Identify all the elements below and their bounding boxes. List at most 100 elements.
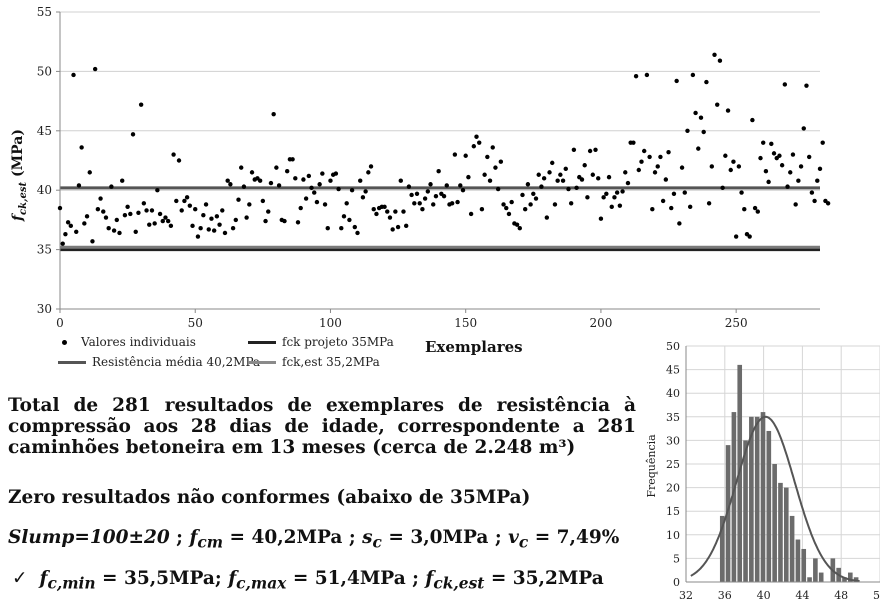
data-point	[179, 208, 184, 213]
data-point	[612, 195, 617, 200]
data-point	[295, 220, 301, 225]
data-point	[504, 205, 509, 211]
data-point	[704, 79, 709, 85]
data-point	[420, 207, 425, 212]
data-point	[517, 226, 522, 231]
fcm-subscript: cm	[197, 533, 224, 552]
x-axis-title: Exemplares	[425, 338, 523, 356]
data-point	[506, 211, 512, 217]
data-point	[755, 209, 760, 214]
data-point	[471, 144, 477, 149]
data-point	[393, 209, 398, 214]
data-point	[320, 171, 325, 176]
data-point	[658, 154, 663, 160]
histogram-y-label: Frequência	[645, 434, 658, 498]
legend-dot-marker	[62, 339, 67, 345]
data-point	[149, 208, 155, 213]
histogram-x-tick-label: 52	[873, 589, 880, 602]
data-point	[441, 193, 447, 199]
data-point	[590, 172, 596, 177]
data-point	[758, 155, 763, 161]
data-point	[479, 207, 485, 212]
checkmark-icon: ✓	[12, 568, 28, 589]
data-point	[301, 177, 306, 182]
data-point	[241, 184, 247, 189]
histogram-bar	[789, 515, 795, 582]
vc-value: = 7,49%	[528, 527, 620, 548]
fcmin-subscript: c,min	[47, 574, 96, 593]
data-point	[225, 178, 230, 183]
data-point	[309, 185, 314, 191]
data-point	[763, 168, 769, 174]
histogram-bar	[754, 416, 760, 582]
scatter-axes	[59, 12, 820, 310]
data-point	[244, 215, 249, 220]
data-point	[328, 178, 333, 183]
fcm-value: = 40,2MPa ;	[223, 527, 363, 548]
scatter-gridlines	[60, 11, 820, 310]
data-point	[339, 226, 344, 231]
data-point	[560, 178, 566, 183]
histogram-x-tick-label: 44	[795, 589, 809, 602]
data-point	[731, 159, 736, 164]
data-point	[598, 216, 604, 221]
data-point	[817, 166, 823, 172]
data-point	[109, 184, 114, 189]
histogram-bars	[719, 364, 859, 582]
data-point	[412, 201, 417, 206]
data-point	[387, 215, 393, 220]
histogram-y-tick-label: 5	[673, 552, 680, 565]
histogram-bar	[760, 412, 766, 582]
histogram-bar	[719, 515, 725, 582]
data-point	[706, 201, 712, 206]
data-point	[747, 234, 752, 239]
data-point	[260, 198, 266, 204]
data-point	[352, 224, 358, 230]
slump-value: Slump=100±20	[8, 527, 170, 548]
data-point	[633, 73, 639, 79]
data-point	[604, 191, 609, 196]
y-axis-label-f: f	[10, 212, 26, 222]
data-point	[468, 211, 474, 217]
data-point	[696, 146, 701, 151]
data-point	[341, 214, 347, 219]
data-point	[355, 230, 360, 236]
data-point	[709, 164, 715, 169]
data-point	[128, 211, 133, 217]
data-point	[236, 197, 241, 202]
data-point	[403, 223, 409, 229]
data-point	[239, 165, 244, 170]
histogram-bar	[842, 577, 847, 582]
histogram-axes	[685, 346, 880, 583]
data-point	[92, 66, 98, 72]
data-point	[539, 184, 544, 189]
data-point	[333, 171, 339, 176]
data-point	[247, 202, 252, 207]
histogram-bar	[795, 539, 801, 582]
data-point	[111, 228, 117, 233]
vc-subscript: c	[518, 533, 529, 552]
data-point	[601, 195, 606, 200]
data-point	[74, 229, 79, 234]
data-point	[712, 52, 717, 57]
x-tick-label: 150	[454, 316, 477, 330]
legend-item-individual: Valores individuais	[58, 335, 196, 349]
data-point	[449, 201, 455, 206]
data-point	[103, 215, 109, 220]
sc-value: = 3,0MPa ;	[381, 527, 509, 548]
data-point	[298, 205, 303, 211]
data-point	[385, 209, 390, 214]
legend-label-individual: Valores individuais	[81, 335, 196, 349]
data-point	[87, 170, 92, 175]
data-point	[144, 208, 149, 213]
data-point	[152, 221, 157, 226]
data-point	[555, 178, 560, 183]
data-point	[571, 147, 577, 153]
x-tick-label: 50	[188, 316, 203, 330]
data-point	[184, 195, 190, 200]
data-point	[455, 199, 460, 205]
fcmax-subscript: c,max	[236, 574, 287, 593]
data-point	[779, 163, 785, 168]
data-point	[120, 178, 125, 183]
data-point	[206, 227, 211, 232]
